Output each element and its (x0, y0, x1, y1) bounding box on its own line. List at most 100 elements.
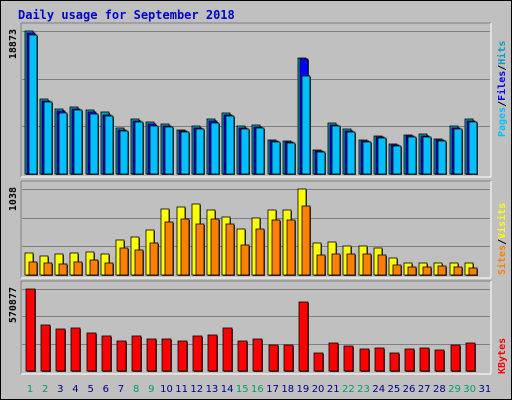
bar-sites-day-21 (331, 253, 341, 276)
bar-pages-day-24 (377, 137, 387, 175)
bar-kbytes-day-15 (237, 340, 248, 372)
bar-pages-day-12 (195, 128, 205, 175)
day-label-27: 27 (418, 384, 431, 395)
bar-kbytes-day-27 (419, 347, 430, 372)
bar-kbytes-day-10 (161, 338, 172, 372)
bar-sites-day-20 (316, 254, 326, 276)
bar-pages-day-16 (255, 127, 265, 175)
bar-pages-day-1 (28, 34, 38, 175)
bar-pages-day-15 (240, 128, 250, 175)
day-label-21: 21 (327, 384, 340, 395)
bar-pages-day-25 (392, 145, 402, 175)
bar-kbytes-day-2 (40, 324, 51, 372)
bar-pages-day-26 (407, 136, 417, 175)
day-label-12: 12 (190, 384, 203, 395)
bar-kbytes-day-30 (465, 342, 476, 372)
bar-sites-day-28 (437, 265, 447, 276)
bar-kbytes-day-20 (313, 352, 324, 372)
bar-kbytes-day-1 (25, 288, 36, 372)
day-label-13: 13 (206, 384, 219, 395)
bar-pages-day-6 (104, 115, 114, 175)
bar-pages-day-7 (119, 130, 129, 175)
bar-pages-day-4 (73, 109, 83, 175)
legend-entry: / (497, 239, 508, 245)
bar-sites-day-29 (453, 266, 463, 276)
bar-pages-day-27 (422, 136, 432, 175)
chart-title: Daily usage for September 2018 (18, 8, 235, 22)
bar-kbytes-day-6 (101, 335, 112, 372)
bar-sites-day-10 (164, 221, 174, 276)
bar-pages-day-2 (43, 101, 53, 175)
bar-kbytes-day-17 (268, 344, 279, 372)
panel-max-label: 1038 (8, 187, 19, 211)
bar-kbytes-day-28 (434, 349, 445, 372)
bar-kbytes-day-22 (343, 345, 354, 372)
bar-kbytes-day-23 (359, 348, 370, 372)
day-label-7: 7 (118, 384, 124, 395)
bar-sites-day-17 (271, 219, 281, 276)
bar-pages-day-14 (225, 115, 235, 175)
day-label-18: 18 (281, 384, 294, 395)
legend-entry: KBytes (497, 338, 508, 374)
bar-kbytes-day-3 (55, 328, 66, 372)
bar-sites-day-3 (58, 263, 68, 276)
bar-pages-day-10 (164, 126, 174, 175)
bar-kbytes-day-5 (86, 332, 97, 372)
bar-kbytes-day-7 (116, 340, 127, 372)
bar-pages-day-21 (331, 125, 341, 175)
bar-kbytes-day-12 (192, 335, 203, 372)
day-label-3: 3 (57, 384, 63, 395)
legend-entry: Visits (496, 203, 508, 239)
bar-kbytes-day-8 (131, 335, 142, 372)
bar-sites-day-15 (240, 244, 250, 276)
bar-kbytes-day-19 (298, 301, 309, 372)
bar-kbytes-day-11 (177, 340, 188, 372)
bar-pages-day-11 (180, 131, 190, 175)
bar-kbytes-day-13 (207, 334, 218, 372)
legend-entry: Pages (497, 107, 508, 137)
day-label-23: 23 (357, 384, 370, 395)
bar-pages-day-3 (58, 112, 68, 175)
bar-kbytes-day-9 (146, 338, 157, 372)
bar-sites-day-24 (377, 254, 387, 276)
legend-entry: Sites (496, 245, 508, 275)
legend-entry: / (497, 101, 508, 107)
bar-pages-day-17 (271, 141, 281, 175)
panel-max-label: 570877 (8, 287, 19, 323)
bar-sites-day-8 (134, 249, 144, 276)
day-label-8: 8 (133, 384, 139, 395)
bar-sites-day-14 (225, 223, 235, 276)
day-label-11: 11 (175, 384, 188, 395)
day-label-2: 2 (42, 384, 48, 395)
bar-kbytes-day-16 (252, 338, 263, 372)
bar-pages-day-29 (453, 128, 463, 175)
bar-sites-day-26 (407, 266, 417, 276)
bar-sites-day-1 (28, 261, 38, 276)
legend-bottom: KBytes (497, 338, 508, 374)
bar-sites-day-25 (392, 264, 402, 276)
day-label-1: 1 (27, 384, 33, 395)
day-label-28: 28 (433, 384, 446, 395)
bar-pages-day-19 (301, 75, 311, 175)
bar-sites-day-11 (180, 218, 190, 276)
bar-pages-day-5 (89, 113, 99, 175)
day-label-20: 20 (312, 384, 325, 395)
day-label-6: 6 (103, 384, 109, 395)
bar-pages-day-28 (437, 140, 447, 175)
bar-kbytes-day-18 (283, 344, 294, 372)
legend-entry: / (497, 65, 508, 71)
day-label-24: 24 (372, 384, 385, 395)
day-label-10: 10 (160, 384, 173, 395)
day-label-22: 22 (342, 384, 355, 395)
bar-sites-day-13 (210, 218, 220, 276)
bar-kbytes-day-14 (222, 327, 233, 372)
day-label-15: 15 (236, 384, 249, 395)
bar-pages-day-13 (210, 122, 220, 175)
bar-pages-day-22 (346, 131, 356, 175)
day-label-14: 14 (221, 384, 234, 395)
bar-kbytes-day-21 (328, 342, 339, 372)
bar-sites-day-23 (362, 253, 372, 276)
bar-sites-day-7 (119, 247, 129, 276)
bar-kbytes-day-24 (374, 347, 385, 372)
day-label-4: 4 (72, 384, 78, 395)
